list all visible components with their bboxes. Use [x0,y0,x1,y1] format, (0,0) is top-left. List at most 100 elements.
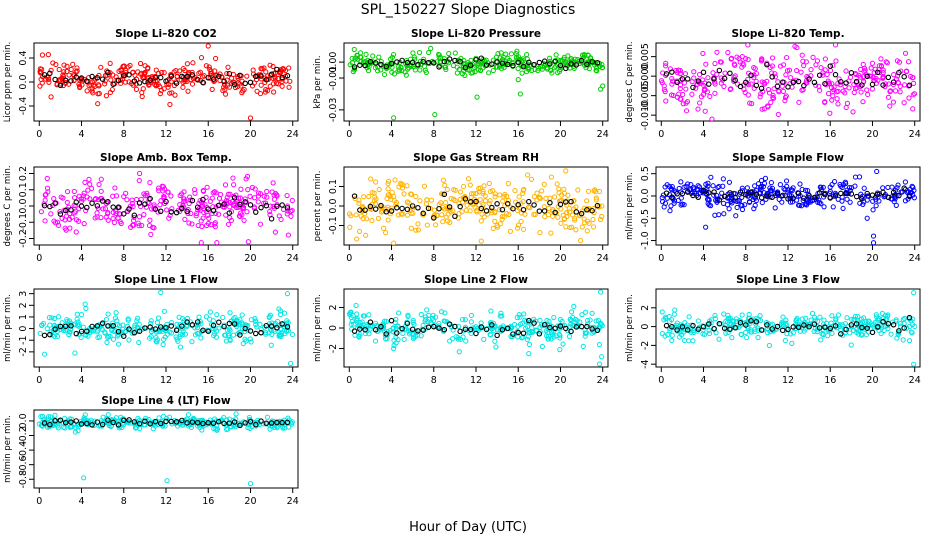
data-point [117,219,123,225]
data-point [473,324,479,330]
data-point [832,317,839,323]
data-point [477,197,483,203]
data-point [181,196,187,202]
data-point [684,98,691,105]
data-point [531,194,538,200]
y-tick-label: 0.005 [640,43,651,70]
mean-point [578,57,585,64]
mean-point [89,73,95,80]
data-point [408,210,414,216]
data-point [788,75,794,81]
x-tick-label: 0 [36,253,42,264]
mean-point [901,325,907,331]
data-point [752,329,758,335]
mean-point [790,324,797,330]
data-point [160,413,166,419]
data-point [456,66,462,73]
mean-point [436,325,442,331]
y-tick-label: -1.0 [640,231,651,250]
data-point [155,70,161,76]
data-point [671,198,678,204]
mean-point [409,203,416,209]
data-point [477,61,483,67]
data-point [133,86,140,92]
y-tick-label: -4 [640,359,651,368]
data-point [822,56,828,62]
y-tick-label: -0.4 [18,441,29,460]
mean-point [843,80,849,86]
x-tick-label: 4 [700,129,706,140]
data-point [258,66,264,72]
data-point [386,178,392,184]
data-point [351,46,357,53]
mean-point [700,324,707,330]
data-point [213,426,219,432]
data-point [156,415,162,421]
mean-point [906,314,913,321]
y-axis-label: ml/min per min. [625,294,635,362]
data-point [110,193,116,199]
mean-point [84,204,90,211]
data-point [546,55,553,61]
data-point [556,186,562,192]
data-point [585,188,592,194]
data-point [122,79,129,85]
data-point [844,196,850,202]
data-point [495,51,501,57]
x-tick-label: 4 [78,496,84,507]
data-point [864,87,870,93]
data-point [421,183,428,189]
data-point [486,70,492,76]
y-axis-label: degrees C per min. [3,165,13,246]
mean-point [695,194,701,201]
data-point [372,320,379,327]
data-point [38,413,44,420]
data-point [372,179,379,185]
data-point [769,55,776,61]
y-tick-label: 0.1 [18,182,29,197]
mean-point [41,420,48,426]
x-tick-label: 16 [202,253,214,264]
data-point [776,196,782,202]
mean-point [880,82,886,88]
data-point [909,330,915,336]
data-point [520,226,527,232]
mean-point [404,59,411,66]
data-point [570,198,577,204]
panel-title: Slope Gas Stream RH [413,152,539,164]
data-point [707,93,713,100]
data-point [905,196,911,202]
data-point [755,334,761,341]
mean-point [263,202,270,209]
data-point [244,73,250,79]
mean-point [399,205,405,212]
data-point [233,411,239,417]
data-point [398,211,405,217]
data-point [593,189,599,195]
mean-point [253,209,259,215]
data-point [146,82,152,88]
data-point [376,186,382,193]
data-point [829,97,835,103]
data-point [534,328,540,334]
data-point [751,206,757,212]
mean-point [446,321,453,327]
data-point [136,223,142,229]
mean-point [515,202,521,208]
mean-point [822,80,828,87]
mean-point [706,321,712,327]
data-point [512,187,518,194]
mean-point [274,203,280,210]
data-point [173,68,179,74]
data-point [366,331,372,337]
data-point [160,183,166,190]
data-point [678,179,684,185]
data-point [906,95,912,101]
data-point [759,199,765,206]
x-tick-label: 24 [909,375,921,386]
data-point [577,237,584,244]
data-point [718,59,724,65]
data-point [741,86,747,92]
data-point [695,183,701,189]
